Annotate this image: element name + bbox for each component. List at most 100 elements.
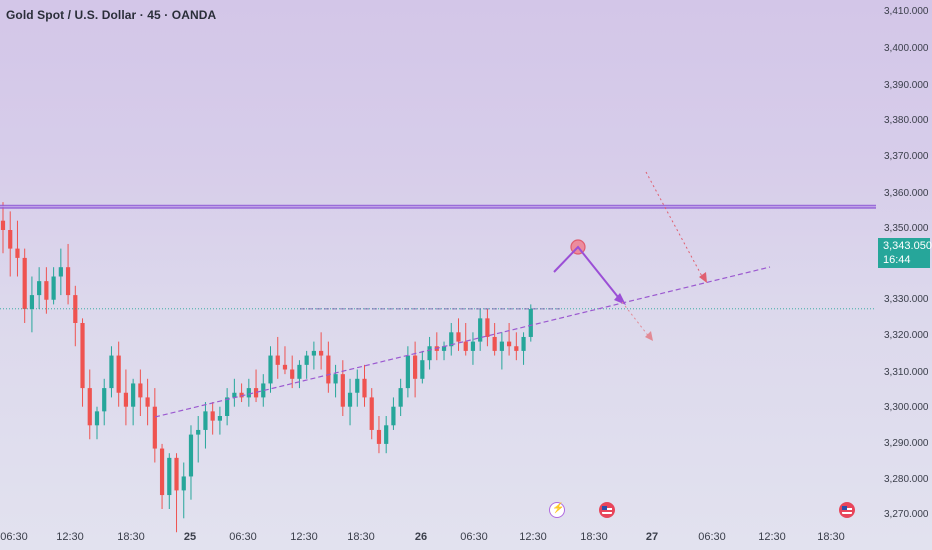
- candle: [405, 346, 410, 398]
- candle: [311, 341, 316, 370]
- candle-body: [376, 429, 382, 444]
- candle: [217, 406, 222, 435]
- candle: [441, 341, 447, 361]
- candle-body: [405, 355, 410, 389]
- candle-body: [304, 355, 309, 365]
- candle-body: [413, 355, 418, 379]
- candle: [94, 406, 100, 440]
- candle-body: [44, 281, 49, 300]
- candle: [275, 336, 280, 379]
- candle-body: [333, 374, 338, 384]
- candle: [225, 388, 230, 426]
- candle-body: [362, 378, 367, 398]
- lightning-icon[interactable]: [549, 502, 565, 518]
- candle-body: [282, 364, 288, 370]
- candle: [290, 355, 295, 389]
- candle: [304, 350, 309, 379]
- candle-body: [232, 392, 237, 398]
- candle-body: [80, 323, 85, 389]
- candle: [253, 369, 259, 403]
- candle-body: [326, 355, 331, 384]
- candle: [138, 369, 143, 416]
- candle: [80, 318, 85, 407]
- candle: [297, 360, 302, 389]
- candle: [319, 332, 324, 370]
- current-price-badge: 3,343.050 16:44: [878, 238, 932, 268]
- dotted-target-line: [645, 171, 705, 281]
- candle: [8, 211, 13, 277]
- candle-body: [528, 309, 533, 337]
- candle: [528, 304, 533, 342]
- candle: [420, 350, 425, 384]
- price-tick-label: 3,400.000: [884, 43, 929, 54]
- ascending-trendline: [154, 266, 771, 418]
- current-price-label: 3,343.050: [883, 240, 932, 252]
- candle: [507, 323, 512, 356]
- candle: [51, 267, 56, 305]
- candle: [73, 285, 78, 347]
- candle-body: [319, 350, 324, 356]
- candle-body: [109, 355, 114, 389]
- projection-path: [553, 245, 623, 303]
- candle: [333, 364, 338, 398]
- price-tick-label: 3,320.000: [884, 330, 929, 341]
- candle-body: [203, 411, 208, 430]
- candle-body: [384, 425, 389, 444]
- candle-body: [239, 392, 244, 398]
- candle-body: [37, 281, 42, 296]
- candle: [369, 388, 374, 440]
- candle-body: [499, 341, 504, 351]
- time-tick-label: 26: [414, 531, 428, 543]
- candle-body: [58, 267, 63, 277]
- candle-body: [478, 318, 483, 342]
- time-tick-label: 06:30: [0, 531, 28, 543]
- candle-body: [152, 406, 157, 449]
- price-tick-label: 3,380.000: [884, 115, 929, 126]
- candle-body: [507, 341, 512, 347]
- candle: [203, 402, 208, 449]
- candle: [87, 369, 92, 440]
- candle: [384, 416, 389, 454]
- candle-body: [261, 383, 266, 398]
- candle-body: [15, 248, 20, 258]
- us-flag-icon[interactable]: [599, 502, 615, 518]
- candle-body: [253, 388, 259, 398]
- candle: [456, 318, 461, 351]
- time-tick-label: 12:30: [56, 531, 84, 543]
- candle: [326, 341, 331, 393]
- candle-body: [145, 397, 150, 407]
- bar-countdown-label: 16:44: [883, 254, 911, 266]
- candle-body: [116, 355, 121, 393]
- price-tick-label: 3,390.000: [884, 80, 929, 91]
- candle-body: [0, 220, 6, 230]
- dotted-extension-line: [621, 301, 651, 339]
- candle-body: [456, 332, 461, 342]
- price-tick-label: 3,350.000: [884, 223, 929, 234]
- price-tick-label: 3,330.000: [884, 294, 929, 305]
- candle-body: [391, 406, 396, 426]
- symbol-title[interactable]: Gold Spot / U.S. Dollar · 45 · OANDA: [6, 8, 217, 22]
- price-tick-label: 3,300.000: [884, 402, 929, 413]
- time-tick-label: 27: [645, 531, 659, 543]
- price-tick-label: 3,370.000: [884, 151, 929, 162]
- us-flag-icon[interactable]: [839, 502, 855, 518]
- time-tick-label: 06:30: [229, 531, 257, 543]
- candle-body: [340, 374, 345, 407]
- candle-body: [138, 383, 143, 398]
- candle-body: [181, 476, 186, 491]
- candle-body: [514, 346, 519, 351]
- candle: [167, 453, 172, 509]
- candle: [246, 378, 251, 407]
- candle: [268, 346, 273, 393]
- price-tick-label: 3,360.000: [884, 188, 929, 199]
- candle-body: [87, 388, 92, 426]
- time-tick-label: 06:30: [460, 531, 488, 543]
- candle: [413, 341, 418, 398]
- candle: [492, 323, 497, 356]
- candle: [427, 336, 432, 370]
- candle-body: [167, 457, 172, 496]
- candle-body: [521, 336, 526, 351]
- candle-body: [225, 397, 230, 416]
